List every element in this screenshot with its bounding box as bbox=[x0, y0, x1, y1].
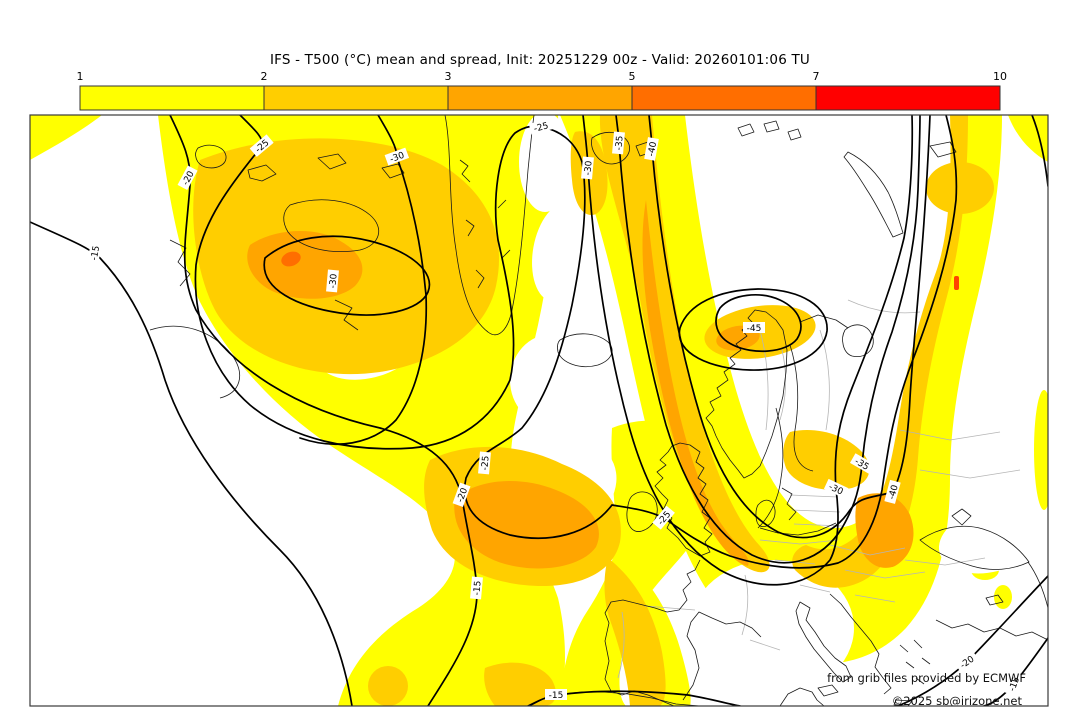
colorbar-tick: 1 bbox=[77, 70, 84, 83]
contour-label: -35 bbox=[614, 135, 625, 151]
map-border bbox=[29, 114, 1049, 707]
colorbar-tick: 5 bbox=[629, 70, 636, 83]
colorbar-segment-3 bbox=[447, 85, 633, 111]
spread-shading-deep-orange bbox=[281, 251, 959, 290]
contour-minus35-trough bbox=[615, 115, 921, 564]
colorbar-segment-2 bbox=[263, 85, 449, 111]
attribution-line-1: from grib files provided by ECMWF bbox=[827, 671, 1026, 685]
contour-label: -15 bbox=[472, 580, 483, 596]
contour-label: -20 bbox=[456, 486, 471, 503]
contour-minus30-closed-canada bbox=[263, 235, 431, 316]
contour-minus40-closed bbox=[678, 288, 828, 371]
contour-label: -25 bbox=[480, 455, 491, 471]
contour-top-right-corner bbox=[1031, 115, 1048, 187]
contour-minus25-long bbox=[194, 115, 958, 569]
attribution-line-2: ©2025 sb@irizone.net bbox=[892, 694, 1023, 708]
contour-label: -25 bbox=[533, 121, 550, 134]
colorbar-tick: 7 bbox=[813, 70, 820, 83]
contour-minus45-closed bbox=[715, 294, 802, 353]
colorbar: 1 2 3 5 7 10 bbox=[77, 70, 1007, 111]
colorbar-segment-5 bbox=[815, 85, 1001, 111]
contour-label: -15 bbox=[549, 691, 564, 701]
colorbar-tick: 3 bbox=[445, 70, 452, 83]
attribution: from grib files provided by ECMWF ©2025 … bbox=[827, 671, 1026, 708]
contour-label: -40 bbox=[887, 484, 901, 501]
country-borders bbox=[617, 299, 1021, 679]
contour-minus30-trough bbox=[582, 115, 914, 586]
page-title: IFS - T500 (°C) mean and spread, Init: 2… bbox=[269, 52, 811, 68]
colorbar-tick: 10 bbox=[993, 70, 1007, 83]
contour-label: -30 bbox=[583, 160, 594, 176]
contour-minus40-trough bbox=[648, 115, 931, 539]
colorbar-tick: 2 bbox=[261, 70, 268, 83]
contour-label: -30 bbox=[389, 151, 406, 166]
map-canvas: -15 -20 -25 -30 -30 -25 -30 -35 -40 -45 … bbox=[30, 115, 1048, 708]
colorbar-segment-4 bbox=[631, 85, 817, 111]
contour-label: -45 bbox=[747, 324, 762, 334]
contour-label: -40 bbox=[647, 141, 659, 157]
colorbar-segment-1 bbox=[79, 85, 265, 111]
contour-label: -15 bbox=[1008, 676, 1022, 693]
contour-label: -15 bbox=[90, 245, 102, 261]
contour-label: -30 bbox=[328, 273, 339, 289]
